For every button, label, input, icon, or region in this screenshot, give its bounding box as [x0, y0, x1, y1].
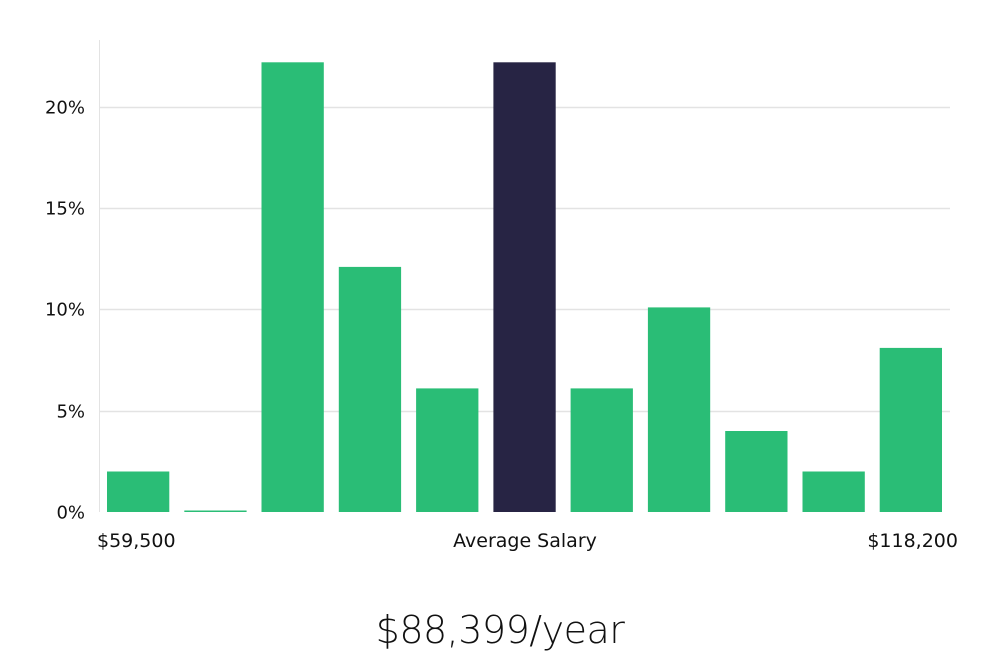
x-min-label: $59,500: [97, 530, 176, 552]
bar: [570, 388, 633, 512]
y-tick-label: 0%: [56, 503, 85, 524]
bar: [261, 62, 324, 513]
bars: [107, 62, 942, 513]
average-salary-headline: $88,399/year: [375, 608, 625, 652]
x-center-label: Average Salary: [453, 530, 597, 552]
bar-average: [493, 62, 556, 513]
y-tick-label: 10%: [45, 300, 85, 321]
bar: [338, 266, 402, 512]
bar: [879, 347, 942, 512]
y-tick-label: 15%: [45, 199, 85, 220]
bar: [107, 471, 170, 512]
y-tick-label: 5%: [56, 402, 85, 423]
bar: [184, 510, 247, 512]
x-max-label: $118,200: [867, 530, 958, 552]
bar: [725, 431, 788, 512]
y-tick-labels: 0% 5% 10% 15% 20%: [45, 98, 85, 524]
bar: [416, 388, 479, 512]
y-tick-label: 20%: [45, 98, 85, 119]
salary-histogram: 0% 5% 10% 15% 20% $59,500 Average Salary $11…: [45, 40, 958, 552]
bar: [647, 307, 711, 512]
bar: [802, 471, 865, 512]
